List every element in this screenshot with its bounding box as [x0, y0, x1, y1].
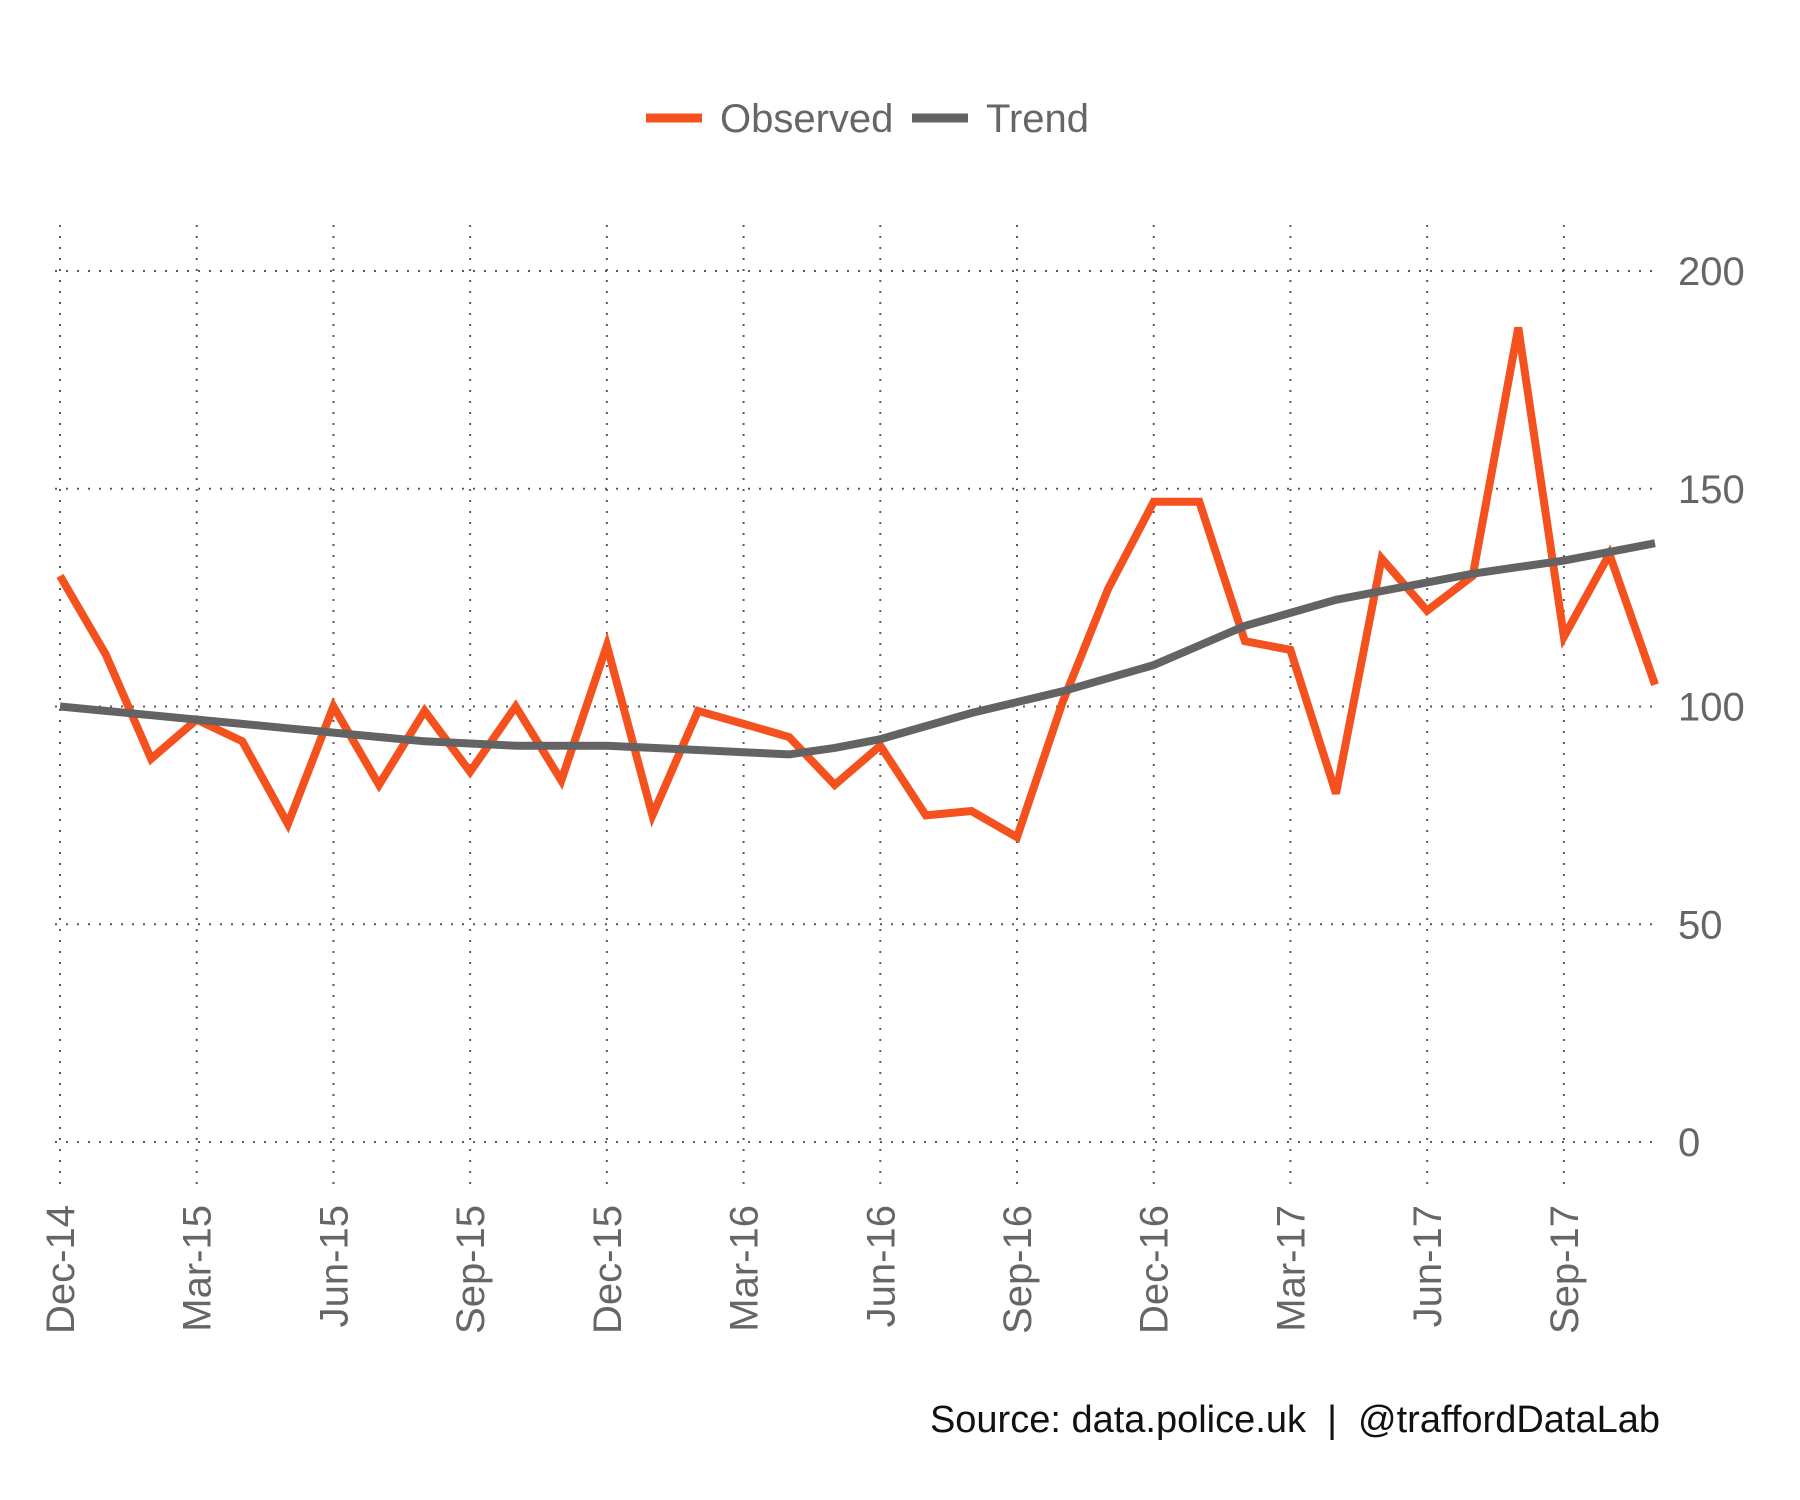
x-axis-tick-labels: Dec-14 Mar-15 Jun-15 Sep-15 Dec-15 Mar-16 Jun-… — [39, 1205, 1587, 1334]
y-tick-label: 100 — [1678, 686, 1745, 730]
x-tick-label: Jun-17 — [1406, 1205, 1450, 1327]
x-tick-label: Sep-16 — [996, 1205, 1040, 1334]
chart-caption: Source: data.police.uk | @traffordDataLa… — [930, 1399, 1660, 1441]
x-tick-label: Jun-15 — [312, 1205, 356, 1327]
grid — [55, 225, 1655, 1185]
x-tick-label: Sep-15 — [449, 1205, 493, 1334]
x-tick-label: Dec-16 — [1133, 1205, 1177, 1334]
y-tick-label: 150 — [1678, 468, 1745, 512]
legend-label-trend: Trend — [986, 97, 1089, 141]
y-tick-label: 200 — [1678, 250, 1745, 294]
x-tick-label: Mar-17 — [1269, 1205, 1313, 1332]
legend-label-observed: Observed — [720, 97, 893, 141]
x-tick-label: Mar-16 — [723, 1205, 767, 1332]
x-tick-label: Jun-16 — [859, 1205, 903, 1327]
legend: Observed Trend — [646, 97, 1089, 141]
series-layer — [56, 326, 1659, 844]
x-tick-label: Dec-14 — [39, 1205, 83, 1334]
series-line-observed — [56, 326, 1659, 844]
series-line-trend — [59, 539, 1656, 759]
x-tick-label: Mar-15 — [176, 1205, 220, 1332]
y-tick-label: 50 — [1678, 903, 1723, 947]
y-tick-label: 0 — [1678, 1121, 1700, 1165]
x-tick-label: Dec-15 — [586, 1205, 630, 1334]
x-tick-label: Sep-17 — [1543, 1205, 1587, 1334]
y-axis-tick-labels: 0 50 100 150 200 — [1678, 250, 1745, 1165]
